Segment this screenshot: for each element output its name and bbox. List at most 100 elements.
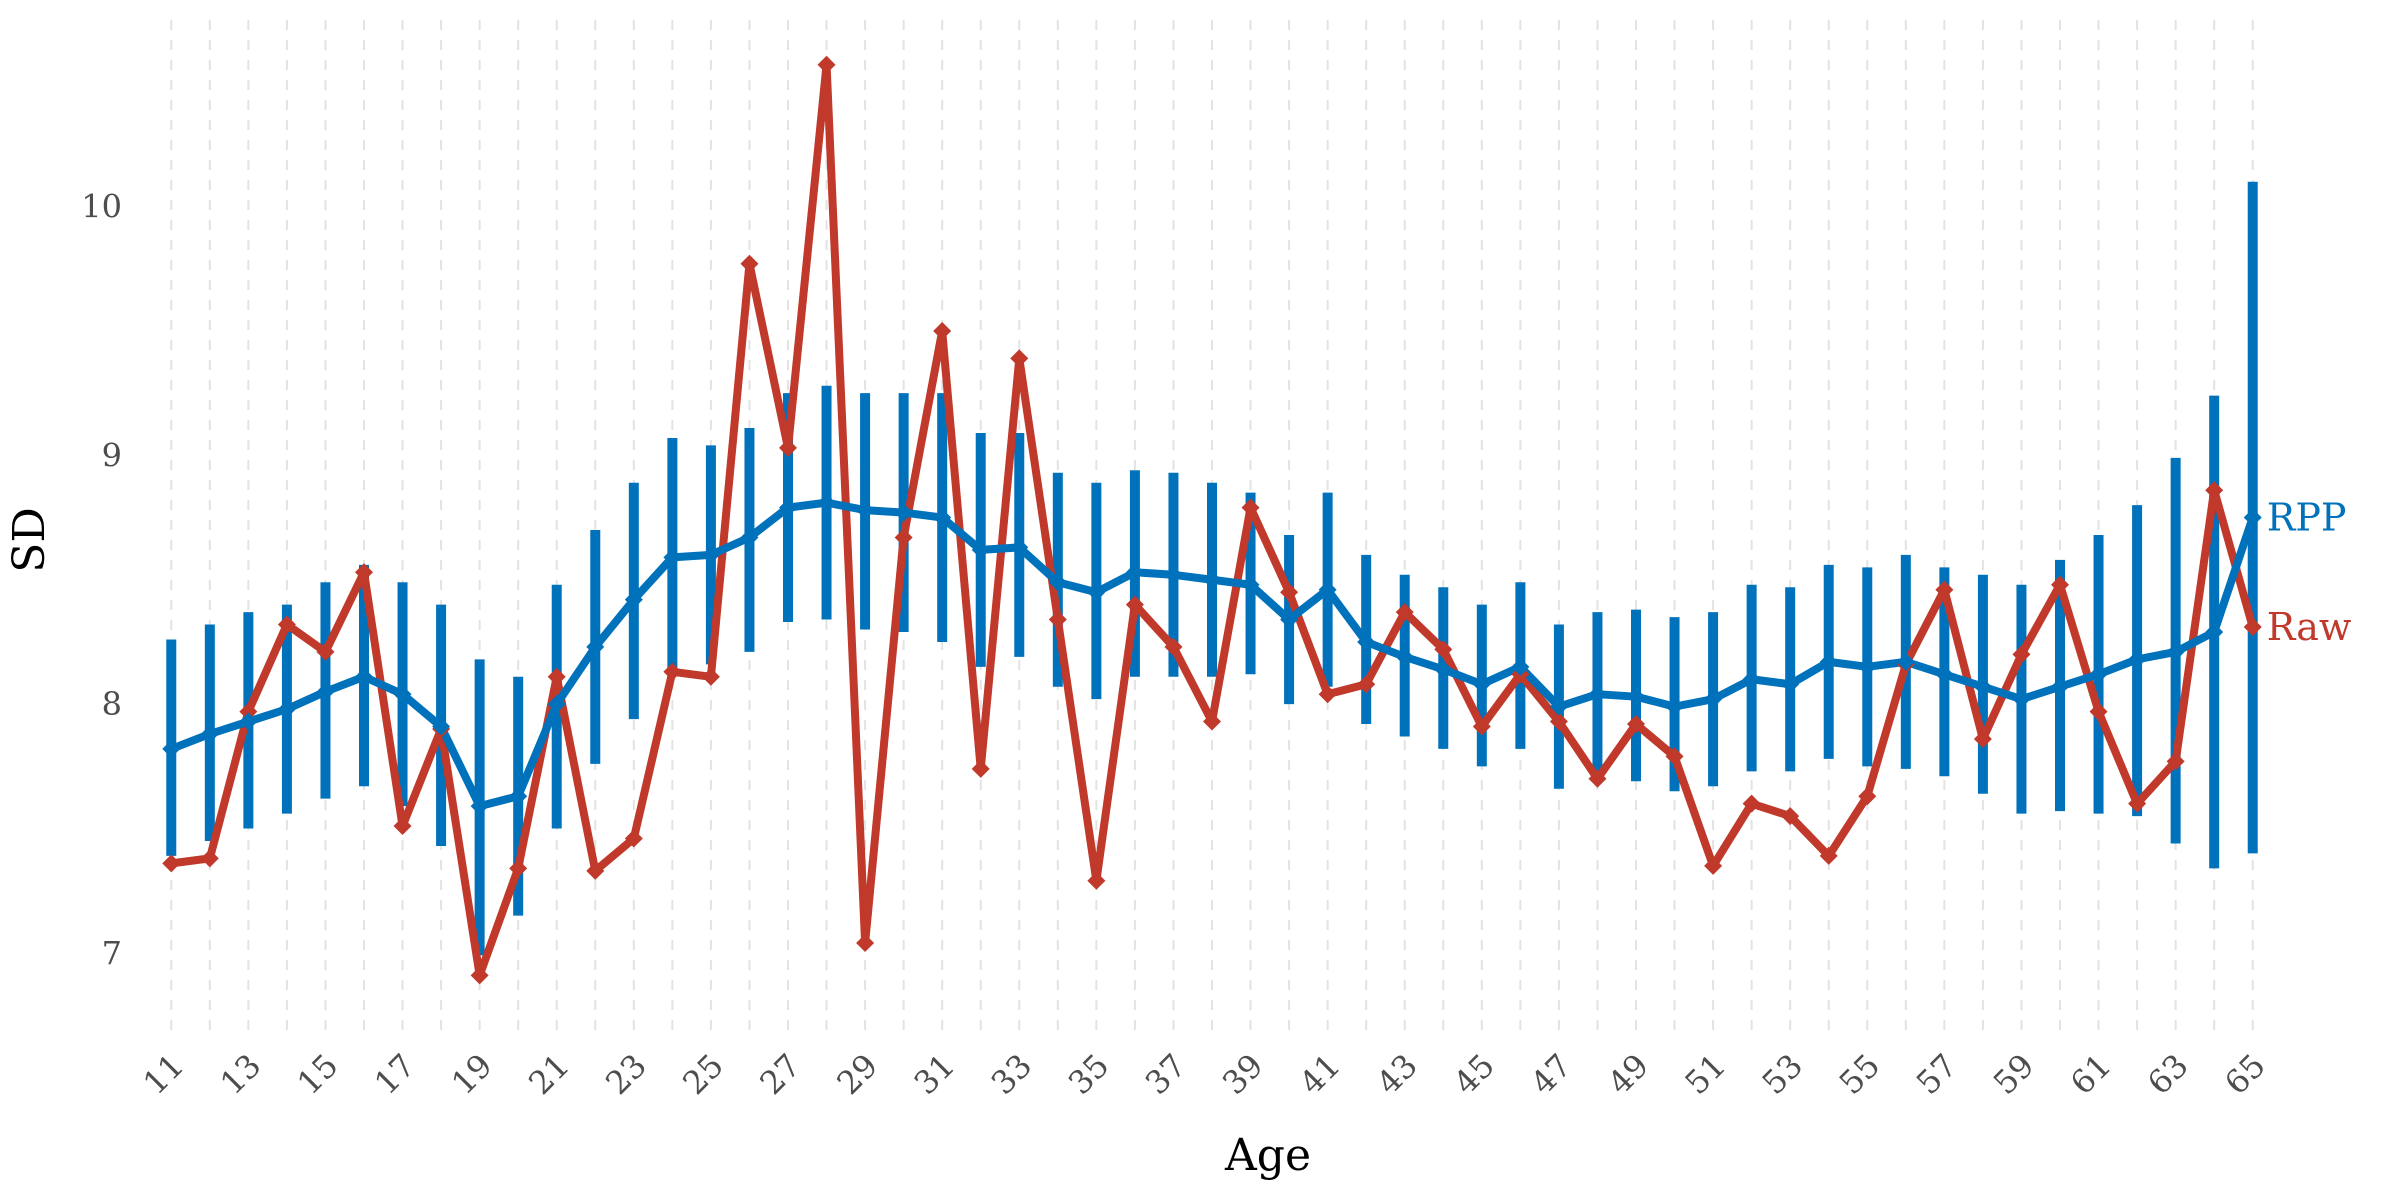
rpp-point xyxy=(1125,563,1144,582)
x-tick-label: 61 xyxy=(2063,1046,2119,1102)
rpp-point xyxy=(1588,685,1607,704)
raw-point xyxy=(856,933,875,952)
raw-point xyxy=(2012,645,2031,664)
y-tick-label: 8 xyxy=(102,685,122,723)
x-tick-label: 39 xyxy=(1215,1046,1271,1102)
rpp-point xyxy=(316,682,335,701)
y-axis-title: SD xyxy=(4,507,55,572)
raw-point xyxy=(2051,575,2069,594)
x-tick-label: 13 xyxy=(213,1046,269,1102)
rpp-point xyxy=(1395,647,1414,666)
rpp-point xyxy=(1087,583,1106,602)
raw-point xyxy=(1241,498,1260,517)
rpp-point xyxy=(1280,610,1299,629)
x-tick-label: 17 xyxy=(367,1046,423,1102)
x-tick-label: 65 xyxy=(2217,1046,2273,1102)
x-tick-label: 55 xyxy=(1832,1046,1888,1102)
rpp-point xyxy=(1742,670,1761,689)
raw-point xyxy=(1973,729,1992,748)
raw-point xyxy=(586,861,605,880)
x-tick-label: 27 xyxy=(752,1046,808,1102)
rpp-point xyxy=(1048,573,1067,592)
rpp-point xyxy=(2051,677,2069,696)
rpp-point xyxy=(1858,657,1877,676)
x-tick-label: 51 xyxy=(1677,1046,1733,1102)
x-tick-label: 21 xyxy=(521,1046,577,1102)
rpp-point xyxy=(1935,665,1954,684)
rpp-point xyxy=(2012,690,2031,709)
x-axis-title: Age xyxy=(1224,1130,1311,1181)
x-tick-label: 49 xyxy=(1600,1046,1656,1102)
rpp-point xyxy=(547,695,566,714)
raw-point xyxy=(1203,712,1221,731)
rpp-point xyxy=(1318,580,1337,599)
raw-point xyxy=(2089,702,2108,721)
series-markers xyxy=(162,55,2262,985)
x-tick-label: 11 xyxy=(136,1046,192,1102)
x-axis-ticks: 11 13 15 17 19 21 23 25 27 29 31 33 35 37 39 41 43 45 47 49… xyxy=(136,1046,2273,1102)
rpp-point xyxy=(1627,687,1645,706)
x-tick-label: 19 xyxy=(444,1046,500,1102)
raw-point xyxy=(740,254,759,273)
rpp-point xyxy=(663,548,682,567)
raw-point xyxy=(1742,794,1761,813)
x-tick-label: 15 xyxy=(290,1046,346,1102)
raw-point xyxy=(509,859,528,878)
rpp-point xyxy=(277,700,296,719)
rpp-point xyxy=(1896,652,1915,671)
rpp-error-bars xyxy=(166,181,2258,956)
rpp-point xyxy=(2166,642,2185,661)
rpp-series-label: RPP xyxy=(2267,496,2347,540)
rpp-point xyxy=(2205,623,2224,641)
rpp-point xyxy=(1704,690,1723,709)
rpp-point xyxy=(1357,632,1376,651)
x-tick-label: 37 xyxy=(1138,1046,1194,1102)
rpp-point xyxy=(1241,575,1260,594)
raw-point xyxy=(2166,752,2185,771)
raw-point xyxy=(470,966,489,985)
rpp-point xyxy=(509,787,528,806)
rpp-point xyxy=(1164,565,1183,584)
rpp-point xyxy=(894,503,913,522)
rpp-point xyxy=(2128,650,2147,669)
raw-point xyxy=(624,829,643,848)
raw-point xyxy=(355,563,373,582)
x-tick-label: 41 xyxy=(1292,1046,1348,1102)
raw-point xyxy=(1819,846,1838,865)
x-tick-label: 59 xyxy=(1986,1046,2042,1102)
rpp-point xyxy=(933,508,952,527)
raw-point xyxy=(1010,349,1029,368)
raw-point xyxy=(933,321,952,340)
raw-point xyxy=(1781,807,1800,826)
rpp-point xyxy=(470,797,489,816)
rpp-point xyxy=(1665,697,1684,716)
raw-point xyxy=(2205,481,2224,500)
raw-point xyxy=(1858,787,1877,806)
rpp-point xyxy=(2089,665,2108,684)
x-tick-label: 47 xyxy=(1523,1046,1579,1102)
raw-point xyxy=(2243,618,2262,637)
raw-point xyxy=(1280,583,1299,602)
rpp-point xyxy=(355,667,373,686)
raw-point xyxy=(1704,856,1723,875)
rpp-point xyxy=(971,540,990,559)
rpp-point xyxy=(817,493,836,512)
x-tick-label: 25 xyxy=(675,1046,731,1102)
x-tick-label: 45 xyxy=(1446,1046,1502,1102)
raw-point xyxy=(200,849,219,868)
raw-point xyxy=(894,528,913,547)
y-tick-label: 9 xyxy=(102,436,122,474)
raw-point xyxy=(1087,871,1106,890)
raw-point xyxy=(1048,610,1067,629)
raw-point xyxy=(239,702,258,721)
rpp-point xyxy=(200,725,219,743)
rpp-point xyxy=(1472,675,1491,694)
raw-point xyxy=(971,759,990,778)
raw-point xyxy=(1935,580,1954,599)
raw-point xyxy=(316,642,335,661)
raw-point xyxy=(1665,747,1684,766)
rpp-point xyxy=(586,637,605,656)
x-tick-label: 63 xyxy=(2140,1046,2196,1102)
y-tick-label: 10 xyxy=(81,188,122,226)
rpp-point xyxy=(1819,652,1838,671)
